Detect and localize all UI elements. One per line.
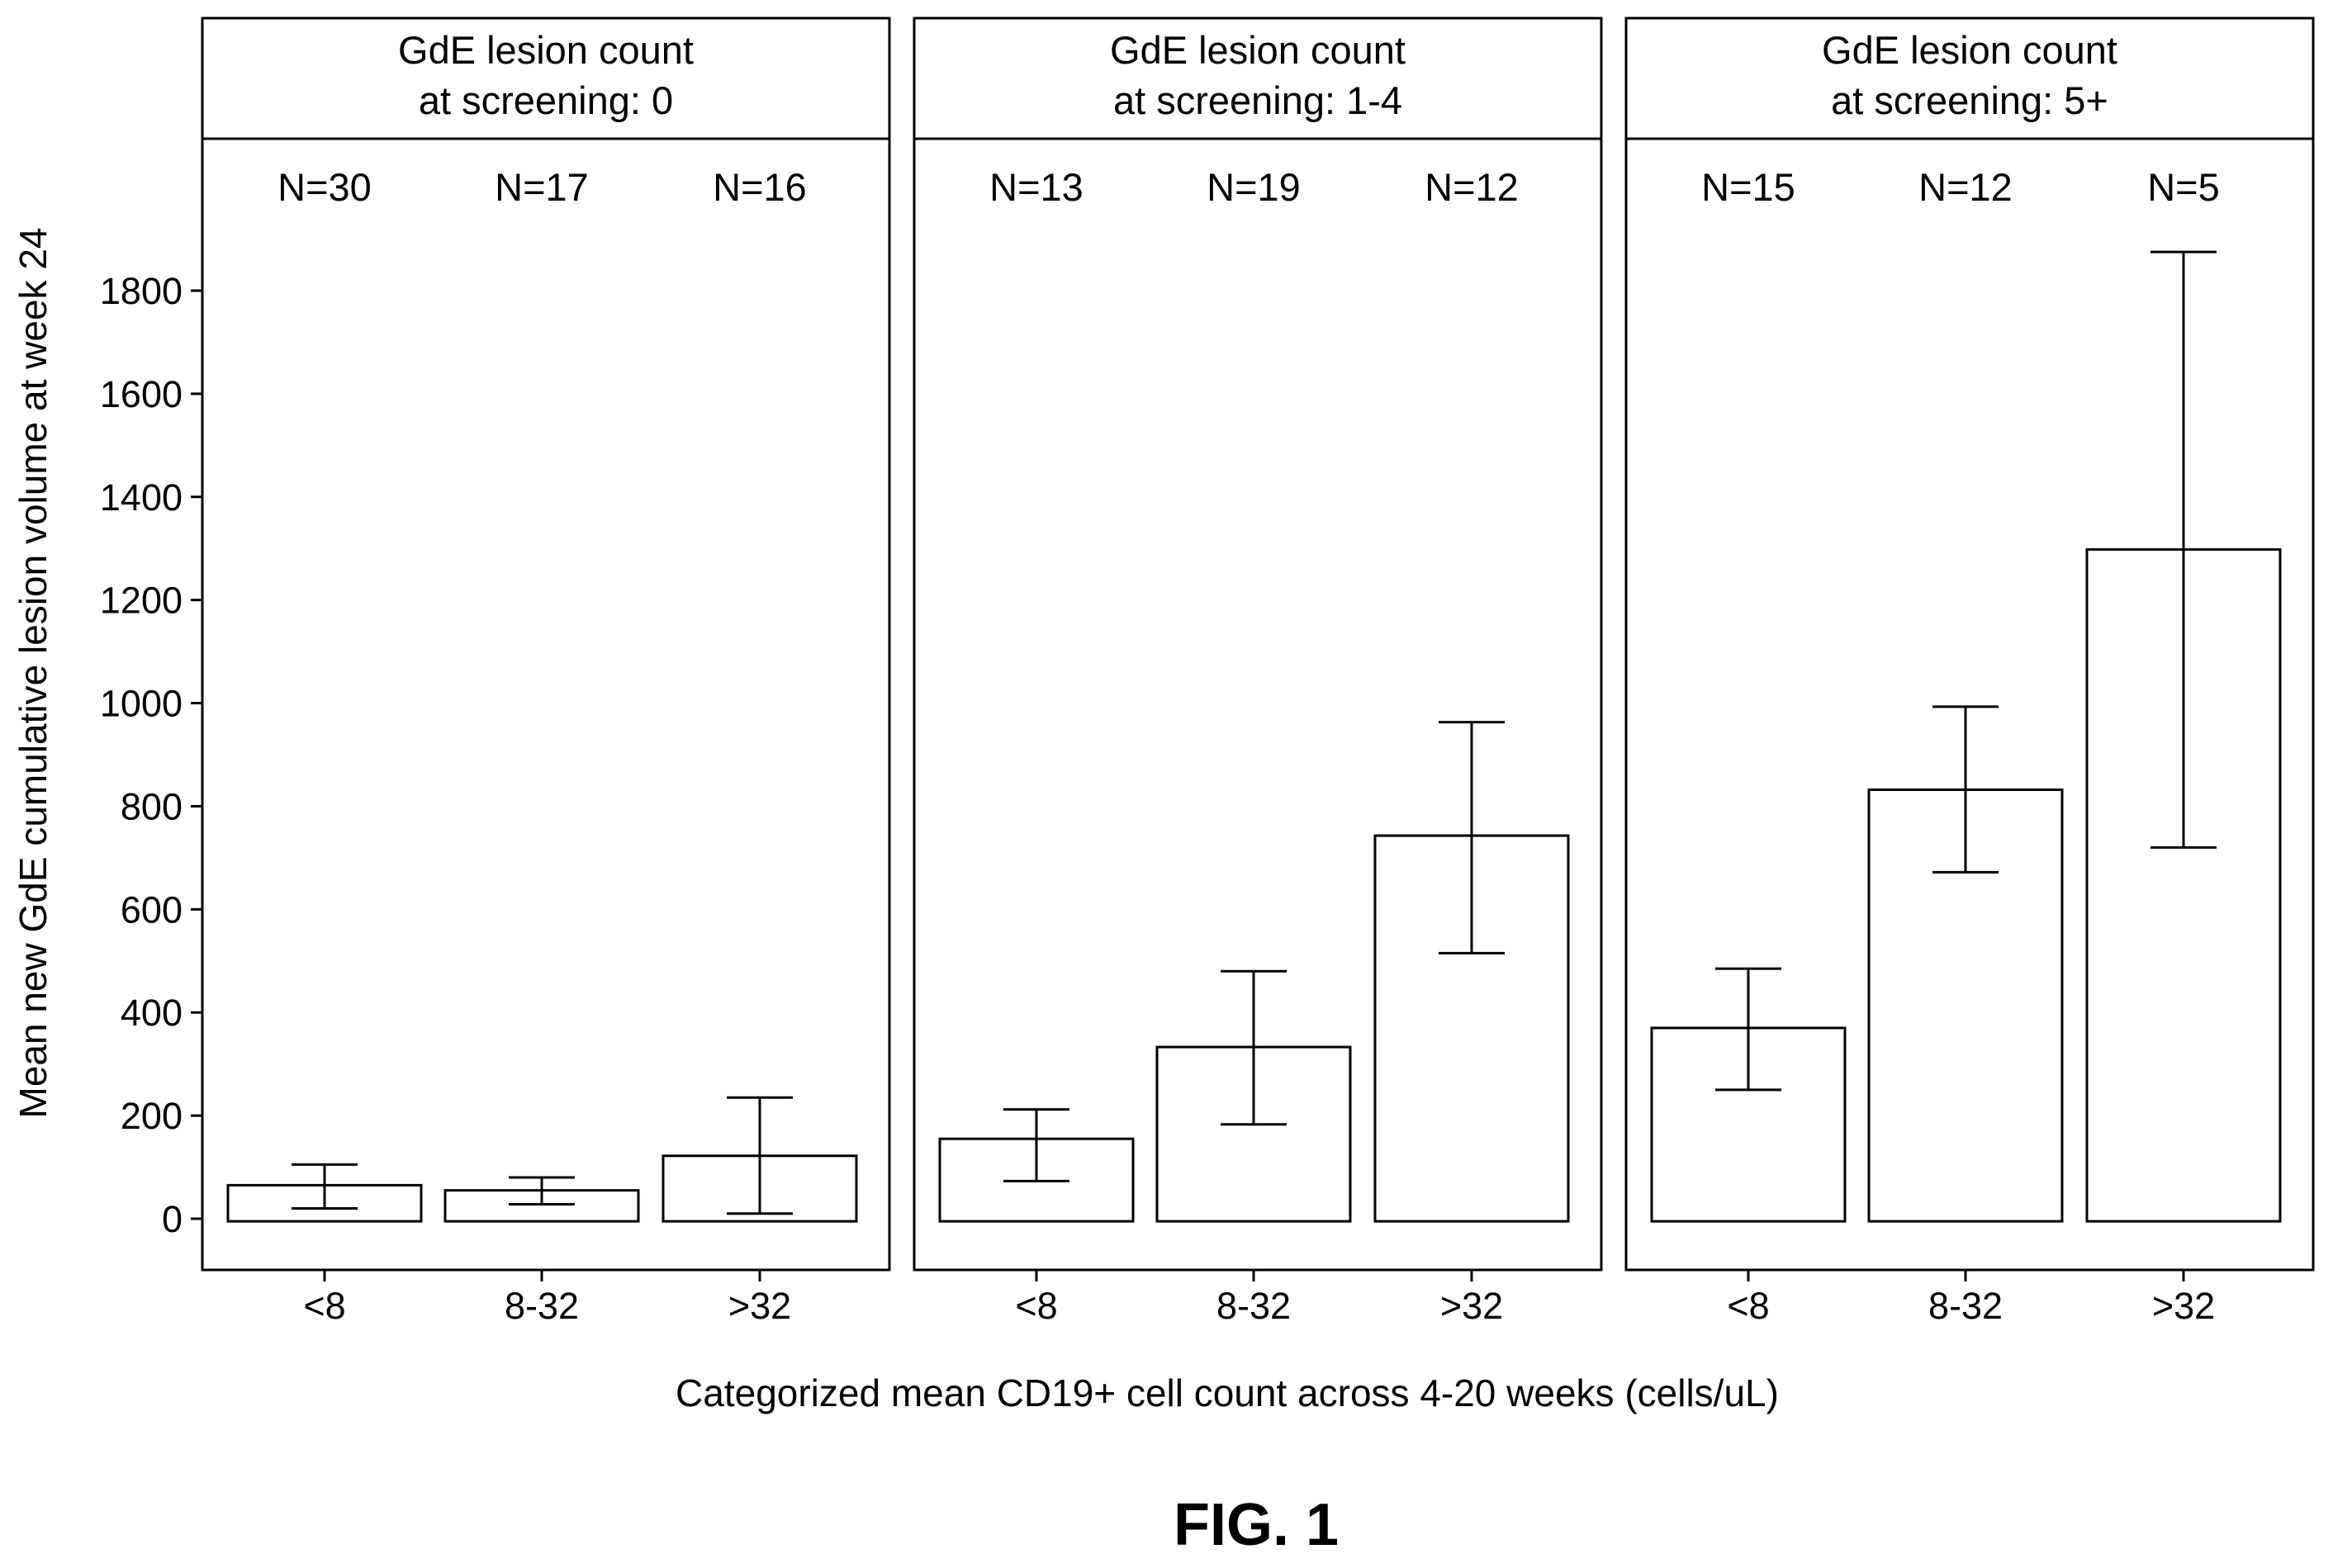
n-label: N=5 <box>2147 165 2220 209</box>
figure-label: FIG. 1 <box>1174 1492 1339 1558</box>
panel-title-line2: at screening: 1-4 <box>1113 78 1402 122</box>
x-tick-label: 8-32 <box>505 1285 579 1327</box>
n-label: N=19 <box>1207 165 1301 209</box>
y-tick-label: 400 <box>121 992 183 1034</box>
y-tick-label: 0 <box>162 1198 183 1240</box>
n-label: N=13 <box>989 165 1084 209</box>
y-tick-label: 1200 <box>100 580 183 622</box>
panel-frame <box>201 17 891 1272</box>
y-tick-label: 800 <box>121 785 183 827</box>
x-axis-title: Categorized mean CD19+ cell count across… <box>676 1371 1779 1414</box>
x-tick-label: >32 <box>1440 1285 1503 1327</box>
y-tick-label: 1000 <box>100 683 183 725</box>
panel-title-line1: GdE lesion count <box>1110 28 1406 72</box>
x-tick-label: 8-32 <box>1216 1285 1291 1327</box>
n-label: N=16 <box>713 165 807 209</box>
facet-panel: GdE lesion count at screening: 0 N=30 <8 N=1… <box>201 17 891 1327</box>
panel-title-line2: at screening: 0 <box>419 78 673 122</box>
y-tick-label: 1400 <box>100 476 183 519</box>
n-label: N=15 <box>1701 165 1795 209</box>
n-label: N=12 <box>1918 165 2013 209</box>
panel-title-line1: GdE lesion count <box>1822 28 2117 72</box>
y-tick-label: 600 <box>121 888 183 931</box>
n-label: N=17 <box>495 165 589 209</box>
facet-panel: GdE lesion count at screening: 1-4 N=13 <8 N… <box>913 17 1603 1327</box>
y-tick-label: 1800 <box>100 270 183 312</box>
panel-title-line1: GdE lesion count <box>398 28 694 72</box>
n-label: N=12 <box>1425 165 1519 209</box>
panel-frame <box>913 17 1603 1272</box>
y-tick-label: 1600 <box>100 373 183 415</box>
x-tick-label: <8 <box>1727 1285 1769 1327</box>
n-label: N=30 <box>277 165 372 209</box>
x-tick-label: 8-32 <box>1928 1285 2003 1327</box>
x-tick-label: <8 <box>1015 1285 1057 1327</box>
panel-title-line2: at screening: 5+ <box>1831 78 2108 122</box>
facet-panel: GdE lesion count at screening: 5+ N=15 <8 N=… <box>1624 17 2315 1327</box>
panel-frame <box>1624 17 2315 1272</box>
x-tick-label: >32 <box>2152 1285 2215 1327</box>
y-axis-title: Mean new GdE cumulative lesion volume at… <box>12 227 55 1118</box>
y-tick-label: 200 <box>121 1095 183 1137</box>
x-tick-label: >32 <box>728 1285 791 1327</box>
x-tick-label: <8 <box>303 1285 345 1327</box>
